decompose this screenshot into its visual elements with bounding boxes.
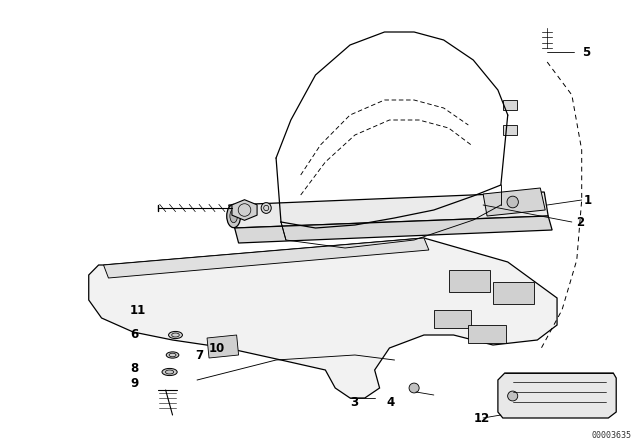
Ellipse shape bbox=[162, 368, 177, 375]
Polygon shape bbox=[232, 200, 257, 220]
Ellipse shape bbox=[507, 196, 518, 208]
Ellipse shape bbox=[261, 202, 271, 213]
Ellipse shape bbox=[409, 383, 419, 393]
Ellipse shape bbox=[230, 209, 237, 223]
Ellipse shape bbox=[166, 352, 179, 358]
Polygon shape bbox=[503, 99, 516, 110]
Text: 9: 9 bbox=[130, 376, 138, 389]
Ellipse shape bbox=[168, 332, 182, 339]
Ellipse shape bbox=[508, 391, 518, 401]
Polygon shape bbox=[207, 335, 239, 358]
Polygon shape bbox=[468, 325, 506, 343]
Polygon shape bbox=[503, 125, 516, 135]
Polygon shape bbox=[434, 310, 471, 328]
Polygon shape bbox=[104, 238, 429, 278]
Text: 4: 4 bbox=[387, 396, 395, 409]
Polygon shape bbox=[235, 216, 552, 243]
Text: 12: 12 bbox=[473, 412, 490, 425]
Polygon shape bbox=[449, 270, 490, 292]
Text: 6: 6 bbox=[130, 328, 138, 341]
Text: 2: 2 bbox=[576, 215, 584, 228]
Text: 11: 11 bbox=[130, 303, 147, 316]
Polygon shape bbox=[493, 282, 534, 304]
Polygon shape bbox=[483, 188, 545, 216]
Text: 1: 1 bbox=[584, 194, 592, 207]
Text: 00003635: 00003635 bbox=[591, 431, 632, 439]
Polygon shape bbox=[498, 373, 616, 418]
Text: 3: 3 bbox=[350, 396, 358, 409]
Text: 7: 7 bbox=[195, 349, 204, 362]
Text: 5: 5 bbox=[582, 46, 590, 59]
Text: 10: 10 bbox=[209, 341, 225, 354]
Text: 8: 8 bbox=[130, 362, 138, 375]
Ellipse shape bbox=[227, 204, 241, 228]
Polygon shape bbox=[89, 238, 557, 398]
Polygon shape bbox=[228, 192, 548, 228]
